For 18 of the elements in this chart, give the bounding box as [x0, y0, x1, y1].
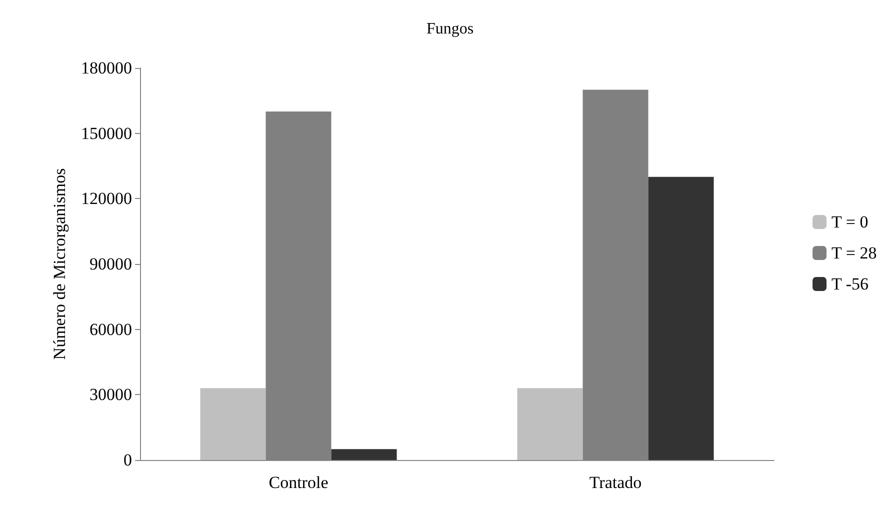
y-tick-label: 120000 [81, 189, 132, 208]
y-axis-title: Número de Microrganismos [50, 168, 69, 360]
y-tick-label: 30000 [90, 385, 132, 404]
y-tick-label: 90000 [90, 254, 132, 274]
chart-title: Fungos [426, 20, 474, 38]
legend-label: T = 28 [832, 244, 877, 262]
bar [648, 176, 714, 460]
legend-label: T -56 [832, 274, 869, 294]
y-tick-label: 150000 [81, 124, 132, 143]
y-tick-label: 180000 [81, 58, 132, 78]
legend-label: T = 0 [832, 212, 868, 232]
x-tick-label: Tratado [589, 473, 642, 492]
bar [200, 388, 266, 460]
y-tick-label: 0 [124, 450, 132, 470]
bar [517, 388, 583, 460]
bar [331, 449, 397, 460]
x-tick-label: Controle [268, 473, 328, 492]
y-tick-label: 60000 [90, 320, 132, 339]
